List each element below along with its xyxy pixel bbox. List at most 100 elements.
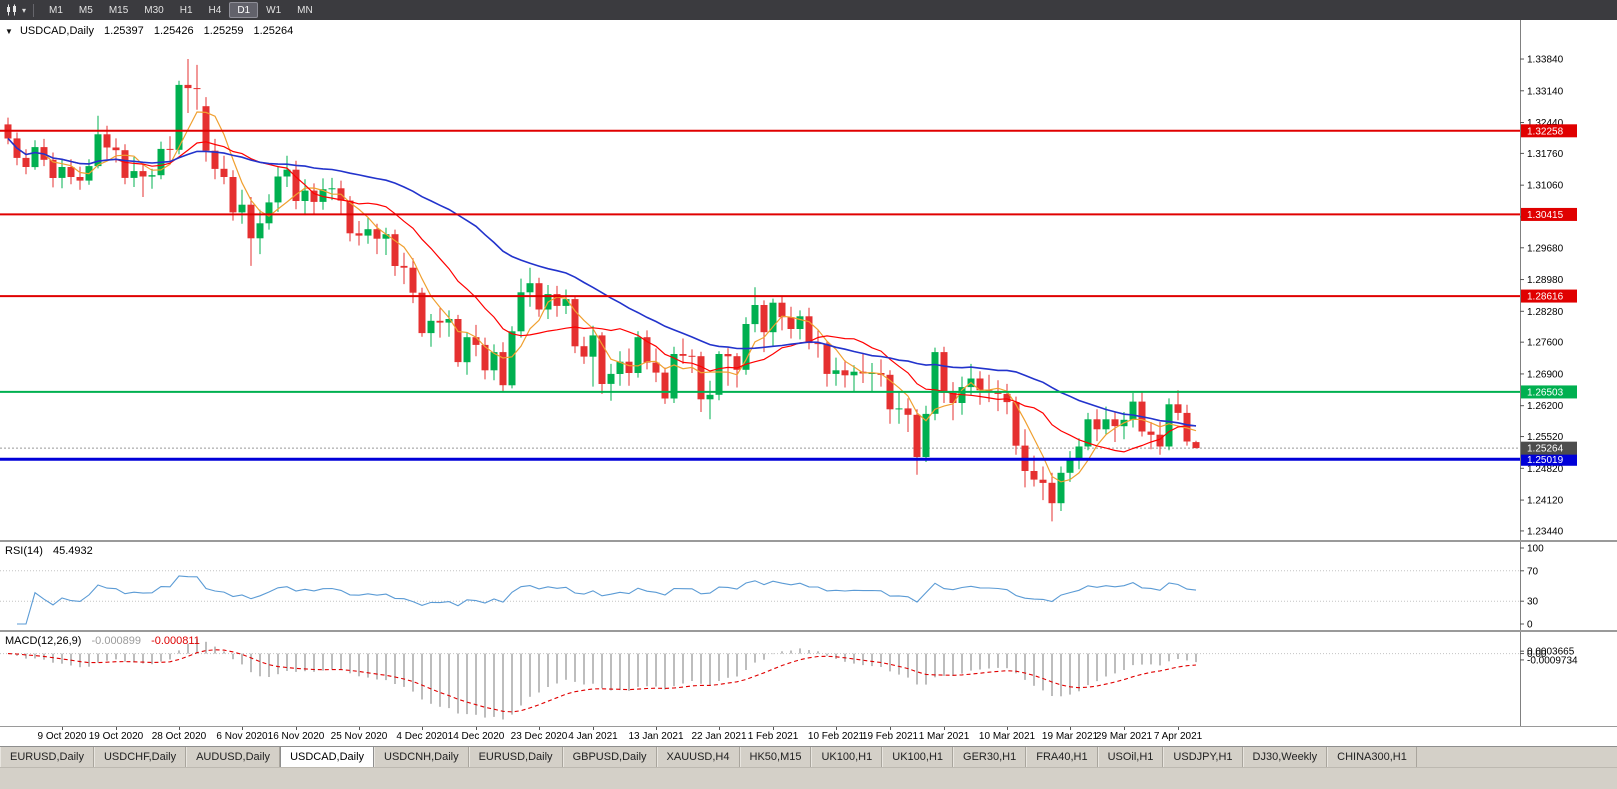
ohlc-close: 1.25264	[253, 25, 294, 37]
chart-tabs-bar: EURUSD,Daily USDCHF,Daily AUDUSD,Daily USDC…	[0, 746, 1617, 767]
svg-text:-0.0009734: -0.0009734	[1527, 655, 1578, 666]
time-axis-tick	[476, 727, 477, 730]
time-axis[interactable]: 9 Oct 2020 19 Oct 2020 28 Oct 2020 6 Nov 20…	[0, 726, 1617, 746]
svg-text:1.24820: 1.24820	[1527, 464, 1564, 475]
time-axis-tick	[1124, 727, 1125, 730]
chart-tab-dj30-weekly[interactable]: DJ30,Weekly	[1242, 747, 1328, 767]
time-axis-label: 25 Nov 2020	[330, 731, 388, 742]
time-axis-label: 19 Feb 2021	[861, 731, 919, 742]
time-axis-label: 28 Oct 2020	[151, 731, 207, 742]
rsi-value: 45.4932	[52, 545, 93, 557]
svg-text:100: 100	[1527, 544, 1544, 555]
chart-tab-usdchf-daily[interactable]: USDCHF,Daily	[93, 747, 187, 767]
status-strip	[0, 767, 1617, 789]
rsi-canvas[interactable]: 100 70 30 0	[0, 542, 1617, 630]
ohlc-low: 1.25259	[203, 25, 244, 37]
svg-text:1.30415: 1.30415	[1527, 210, 1564, 221]
svg-text:1.27600: 1.27600	[1527, 338, 1564, 349]
toolbar-separator	[33, 3, 35, 17]
time-axis-tick	[1070, 727, 1071, 730]
rsi-label: RSI(14) 45.4932	[5, 545, 93, 557]
svg-text:1.26503: 1.26503	[1527, 387, 1564, 398]
main-chart-panel: 1.338401.331401.324401.317601.310601.303…	[0, 20, 1617, 540]
rsi-name: RSI(14)	[5, 545, 43, 557]
timeframe-button-h4[interactable]: H4	[208, 5, 222, 16]
chart-tab-hk50-m15[interactable]: HK50,M15	[739, 747, 812, 767]
chart-tab-xauusd-h4[interactable]: XAUUSD,H4	[656, 747, 740, 767]
chart-tab-usdcnh-daily[interactable]: USDCNH,Daily	[374, 747, 469, 767]
svg-text:70: 70	[1527, 566, 1539, 577]
timeframe-button-m30[interactable]: M30	[144, 5, 164, 16]
time-axis-tick	[656, 727, 657, 730]
timeframe-button-h1[interactable]: H1	[179, 5, 193, 16]
time-axis-tick	[836, 727, 837, 730]
time-axis-label: 19 Mar 2021	[1041, 731, 1099, 742]
svg-text:0: 0	[1527, 620, 1533, 631]
chart-tab-eurusd-daily[interactable]: EURUSD,Daily	[0, 747, 94, 767]
time-axis-tick	[179, 727, 180, 730]
svg-text:1.33840: 1.33840	[1527, 55, 1564, 66]
chart-tab-ger30-h1[interactable]: GER30,H1	[953, 747, 1027, 767]
time-axis-label: 10 Feb 2021	[807, 731, 865, 742]
time-axis-tick	[719, 727, 720, 730]
time-axis-label: 1 Feb 2021	[747, 731, 799, 742]
svg-text:1.26900: 1.26900	[1527, 369, 1564, 380]
svg-text:1.32258: 1.32258	[1527, 126, 1564, 137]
time-axis-label: 4 Jan 2021	[568, 731, 618, 742]
timeframe-buttons: M1 M5 M15 M30 H1 H4 D1 W1 MN	[41, 2, 321, 18]
svg-text:0.00: 0.00	[1527, 649, 1547, 660]
timeframe-button-w1[interactable]: W1	[266, 5, 282, 16]
ohlc-open: 1.25397	[104, 25, 144, 37]
svg-text:1.23440: 1.23440	[1527, 526, 1564, 537]
time-axis-tick	[773, 727, 774, 730]
svg-text:30: 30	[1527, 597, 1539, 608]
rsi-indicator-panel: 100 70 30 0 RSI(14) 45.4932	[0, 540, 1617, 630]
time-axis-label: 7 Apr 2021	[1153, 731, 1203, 742]
chart-tab-uk100-h1[interactable]: UK100,H1	[811, 747, 883, 767]
chart-tab-audusd-daily[interactable]: AUDUSD,Daily	[186, 747, 281, 767]
time-axis-label: 4 Dec 2020	[396, 731, 448, 742]
candlestick-chart-icon[interactable]	[5, 4, 19, 16]
timeframe-button-mn[interactable]: MN	[297, 5, 313, 16]
time-axis-label: 23 Dec 2020	[510, 731, 568, 742]
macd-name: MACD(12,26,9)	[5, 635, 82, 647]
svg-text:1.29680: 1.29680	[1527, 243, 1564, 254]
time-axis-tick	[242, 727, 243, 730]
chart-tab-eurusd-daily[interactable]: EURUSD,Daily	[468, 747, 563, 767]
time-axis-tick	[296, 727, 297, 730]
svg-text:1.33140: 1.33140	[1527, 86, 1564, 97]
svg-text:1.32440: 1.32440	[1527, 118, 1564, 129]
svg-text:1.26200: 1.26200	[1527, 401, 1564, 412]
timeframe-button-m1[interactable]: M1	[49, 5, 63, 16]
timeframe-button-m15[interactable]: M15	[108, 5, 129, 16]
timeframe-toolbar: ▾ M1 M5 M15 M30 H1 H4 D1 W1 MN	[0, 0, 1617, 20]
time-axis-tick	[62, 727, 63, 730]
chart-symbol-period: USDCAD,Daily	[19, 25, 94, 37]
chart-tab-uk100-h1[interactable]: UK100,H1	[882, 747, 954, 767]
time-axis-tick	[944, 727, 945, 730]
svg-text:1.25019: 1.25019	[1527, 455, 1564, 466]
time-axis-label: 22 Jan 2021	[691, 731, 747, 742]
chart-tab-usdjpy-h1[interactable]: USDJPY,H1	[1163, 747, 1243, 767]
chart-tab-fra40-h1[interactable]: FRA40,H1	[1026, 747, 1098, 767]
macd-indicator-panel: 0.0003665 0.00 -0.0009734 MACD(12,26,9) -0…	[0, 630, 1617, 726]
chart-tab-china300-h1[interactable]: CHINA300,H1	[1327, 747, 1417, 767]
svg-text:1.25520: 1.25520	[1527, 432, 1564, 443]
macd-main-value: -0.000899	[91, 635, 142, 647]
time-axis-label: 16 Nov 2020	[267, 731, 325, 742]
chart-tab-usoil-h1[interactable]: USOil,H1	[1097, 747, 1164, 767]
time-axis-tick	[116, 727, 117, 730]
chart-tab-gbpusd-daily[interactable]: GBPUSD,Daily	[562, 747, 657, 767]
time-axis-tick	[593, 727, 594, 730]
timeframe-button-d1[interactable]: D1	[229, 2, 259, 18]
time-axis-label: 19 Oct 2020	[88, 731, 144, 742]
timeframe-button-m5[interactable]: M5	[78, 5, 93, 16]
time-axis-tick	[539, 727, 540, 730]
svg-text:1.31760: 1.31760	[1527, 149, 1564, 160]
svg-text:1.28980: 1.28980	[1527, 275, 1564, 286]
price-chart-canvas[interactable]: 1.338401.331401.324401.317601.310601.303…	[0, 20, 1617, 540]
chevron-down-icon[interactable]: ▾	[22, 5, 27, 15]
chart-tab-usdcad-daily[interactable]: USDCAD,Daily	[280, 747, 375, 767]
svg-text:1.31060: 1.31060	[1527, 181, 1564, 192]
